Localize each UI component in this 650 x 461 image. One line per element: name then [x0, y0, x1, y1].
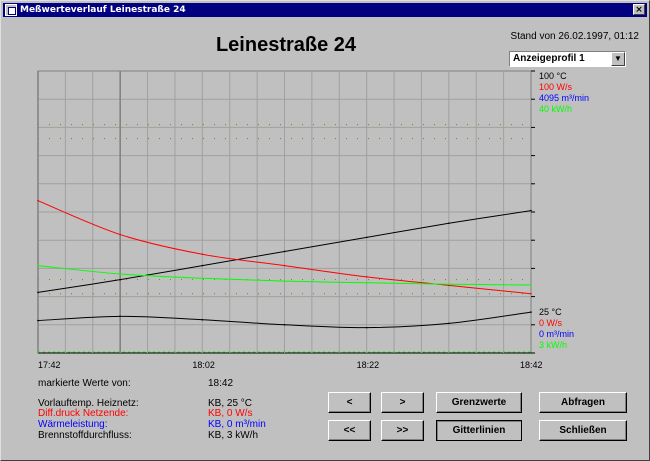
data-point: [119, 273, 121, 275]
next-button[interactable]: >: [381, 392, 424, 413]
data-point: [448, 284, 450, 287]
data-point: [37, 319, 39, 322]
data-point: [37, 264, 39, 267]
x-tick-label: 17:42: [38, 360, 61, 370]
x-tick-label: 18:42: [520, 360, 543, 370]
data-point: [365, 281, 368, 284]
scale-min-label: 3 kW/h: [539, 340, 567, 350]
scale-max-label: 40 kW/h: [539, 104, 572, 114]
gridlines-button[interactable]: Gitterlinien: [436, 420, 522, 441]
data-point: [365, 236, 368, 239]
profile-select-value: Anzeigeprofil 1: [513, 53, 585, 64]
close-button[interactable]: Schließen: [539, 420, 627, 441]
previous-button[interactable]: <: [328, 392, 371, 413]
scale-min-label: 0 m³/min: [539, 329, 574, 339]
limits-button[interactable]: Grenzwerte: [436, 392, 522, 413]
query-button[interactable]: Abfragen: [539, 392, 627, 413]
last-button[interactable]: >>: [381, 420, 424, 441]
data-point: [283, 280, 286, 282]
value-label: Vorlauftemp. Heiznetz:: [38, 398, 139, 409]
scale-max-label: 4095 m³/min: [539, 93, 589, 103]
marked-values-time: 18:42: [208, 378, 234, 389]
marked-values-label: markierte Werte von:: [38, 378, 131, 389]
data-point: [201, 253, 204, 256]
first-button[interactable]: <<: [328, 420, 371, 441]
data-point: [283, 250, 286, 253]
page-title: Leinestraße 24: [215, 34, 357, 56]
value-label: Diff.druck Netzende:: [38, 408, 129, 419]
data-point: [530, 209, 532, 212]
timestamp-label: Stand von 26.02.1997, 01:12: [510, 31, 639, 42]
data-point: [283, 324, 286, 326]
scale-max-label: 100 W/s: [539, 82, 573, 92]
data-point: [530, 311, 532, 313]
data-point: [201, 277, 204, 280]
data-point: [119, 278, 121, 281]
data-point: [365, 276, 368, 278]
data-point: [37, 291, 39, 294]
data-point: [201, 318, 204, 321]
data-point: [448, 283, 450, 285]
value-reading: KB, 0 W/s: [208, 408, 253, 419]
scale-max-label: 100 °C: [539, 71, 567, 81]
system-menu-icon[interactable]: [5, 4, 17, 16]
value-label: Wärmeleistung:: [38, 419, 108, 430]
value-reading: KB, 3 kW/h: [208, 430, 259, 441]
data-point: [37, 199, 39, 202]
value-reading: KB, 0 m³/min: [208, 419, 266, 430]
chevron-down-icon[interactable]: ▼: [611, 52, 625, 66]
title-bar[interactable]: Meßwerteverlauf Leinestraße 24 ×: [3, 3, 647, 17]
scale-min-label: 0 W/s: [539, 318, 563, 328]
data-point: [448, 322, 450, 325]
data-point: [283, 264, 286, 267]
data-point: [448, 222, 450, 225]
value-label: Brennstoffdurchfluss:: [38, 430, 132, 441]
data-point: [119, 233, 121, 236]
data-point: [201, 264, 204, 267]
data-point: [530, 284, 532, 286]
data-point: [530, 292, 532, 295]
x-tick-label: 18:02: [192, 360, 215, 370]
window-title: Meßwerteverlauf Leinestraße 24: [20, 5, 186, 15]
data-point: [365, 326, 368, 329]
profile-select[interactable]: Anzeigeprofil 1 ▼: [509, 51, 626, 67]
data-point: [119, 315, 121, 318]
x-tick-label: 18:22: [357, 360, 380, 370]
scale-min-label: 25 °C: [539, 307, 562, 317]
close-window-button[interactable]: ×: [633, 4, 645, 15]
value-reading: KB, 25 °C: [208, 398, 253, 409]
